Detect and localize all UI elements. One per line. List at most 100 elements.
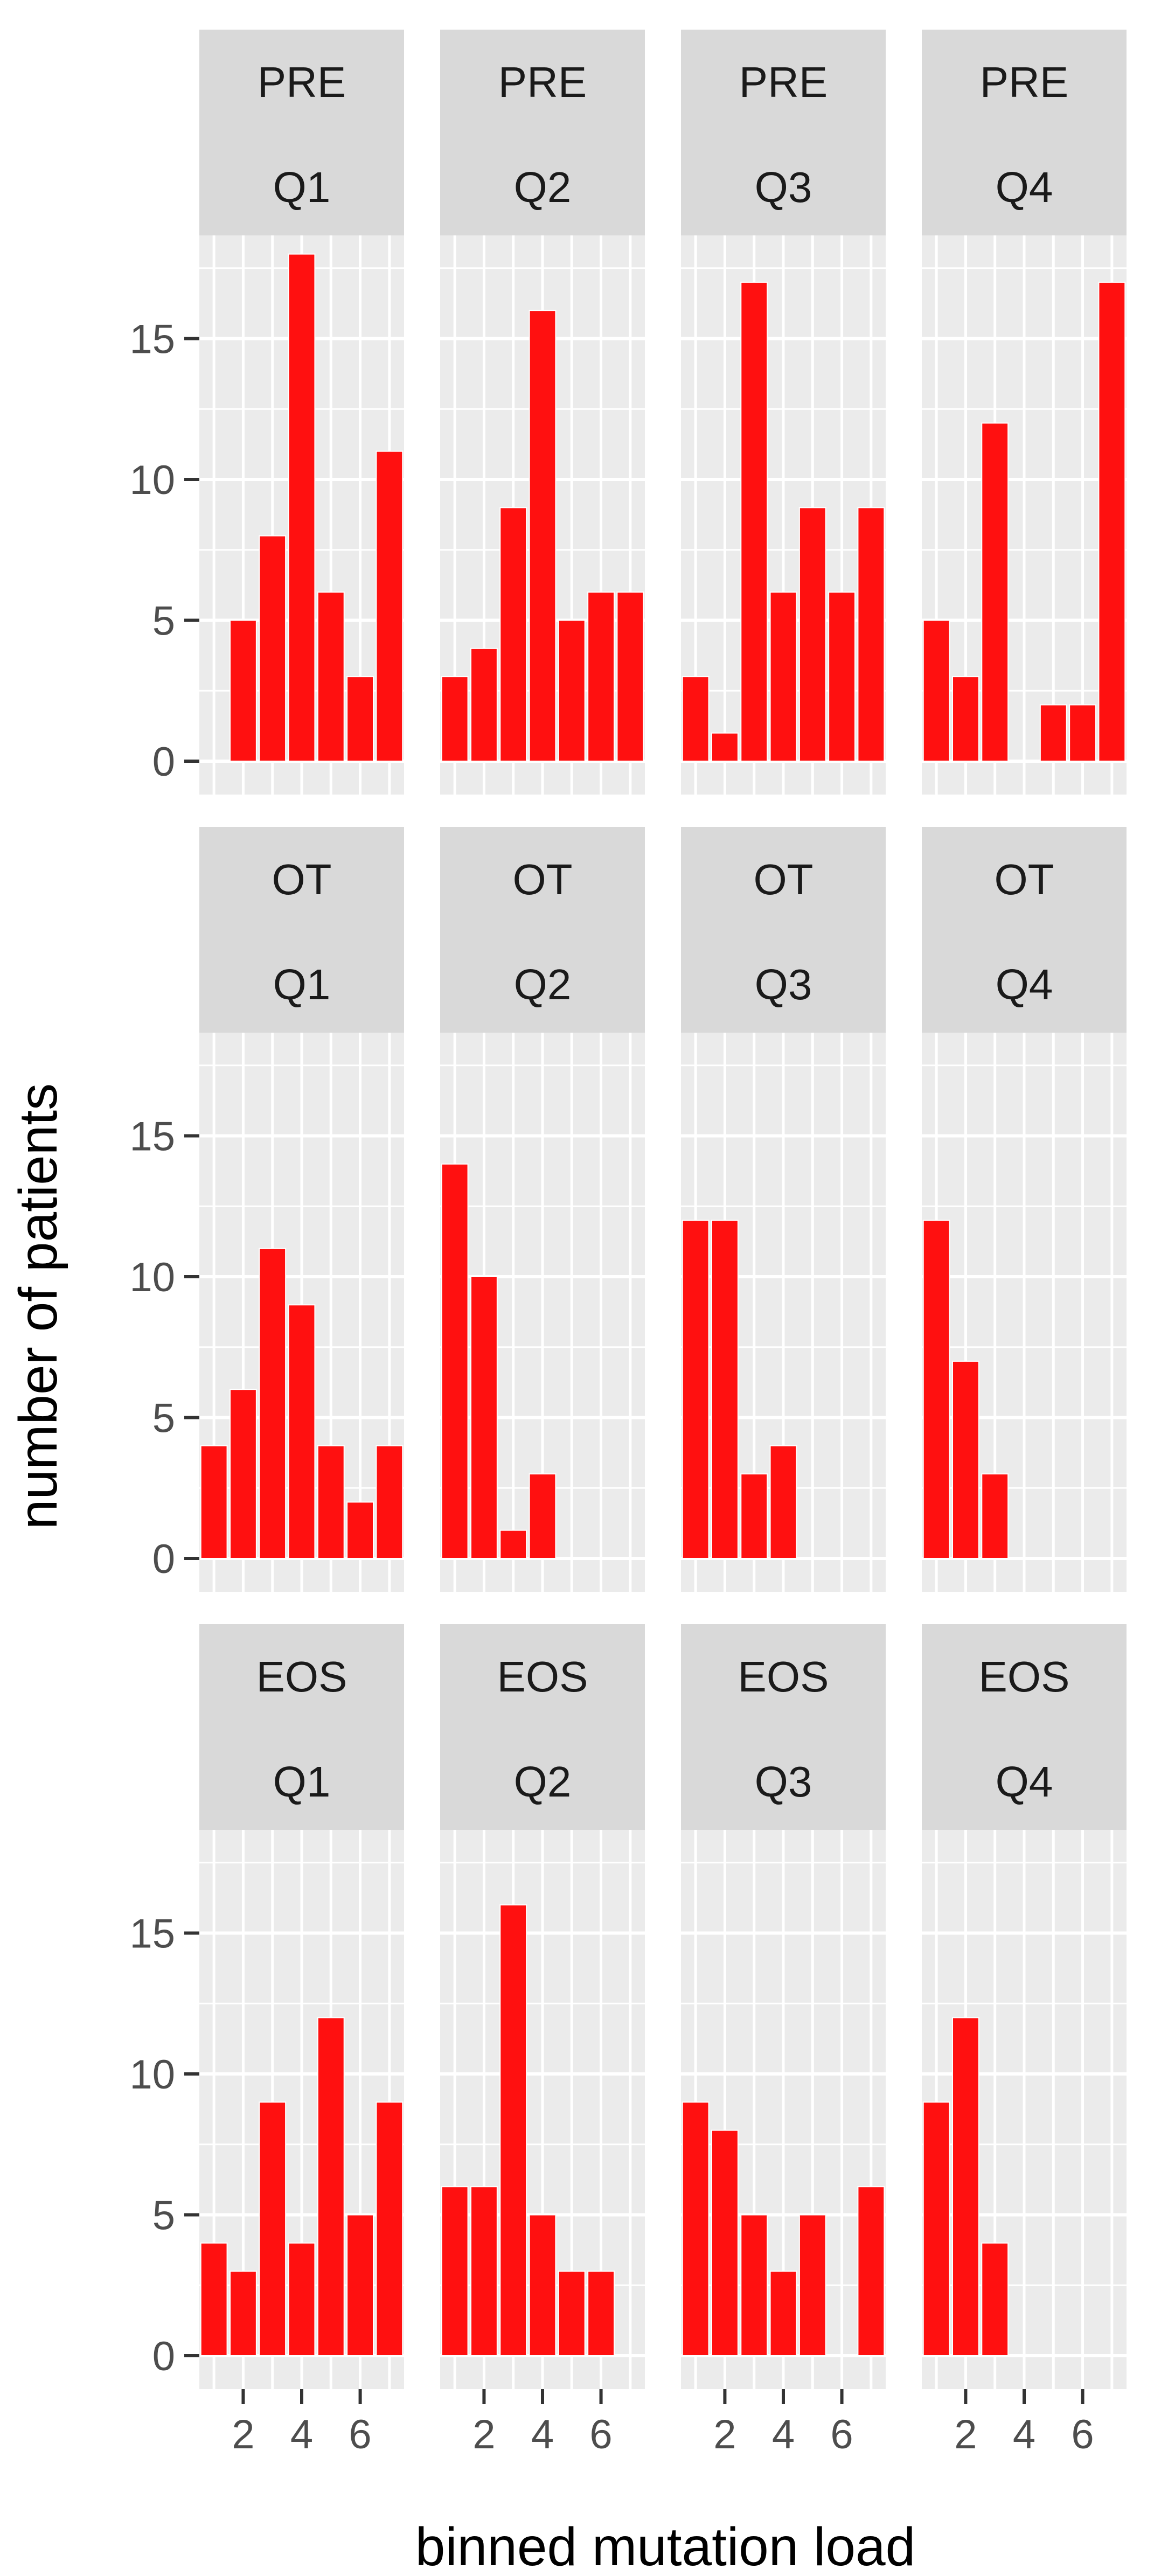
bar-pre-q2-bin-6: [587, 591, 615, 762]
bar-pre-q2-bin-3: [499, 507, 527, 762]
bar-pre-q4-bin-7: [1098, 281, 1126, 762]
strip-ot-q2: [440, 827, 645, 1033]
y-tick-label: 5: [152, 1396, 175, 1442]
strip-row-label: EOS: [497, 1653, 588, 1701]
x-tick-label: 2: [232, 2412, 254, 2457]
strip-row-label: OT: [272, 855, 331, 903]
strip-row-label: PRE: [739, 58, 828, 106]
bar-eos-q1-bin-1: [200, 2242, 228, 2356]
strip-col-label: Q3: [755, 163, 812, 211]
panel-pre-q2: PRE Q2: [440, 30, 645, 795]
x-tick-label: 2: [954, 2412, 977, 2457]
bar-ot-q2-bin-1: [441, 1163, 469, 1559]
x-tick-label: 6: [830, 2412, 853, 2457]
bar-ot-q4-bin-1: [922, 1220, 950, 1559]
bar-pre-q1-bin-2: [230, 619, 257, 762]
bar-ot-q3-bin-3: [740, 1473, 768, 1559]
bar-pre-q4-bin-5: [1039, 704, 1067, 762]
bar-ot-q4-bin-2: [952, 1360, 979, 1559]
y-axis-title: number of patients: [8, 1083, 68, 1529]
bar-ot-q3-bin-4: [769, 1445, 797, 1559]
x-axis-title: binned mutation load: [415, 2517, 915, 2573]
bar-ot-q4-bin-3: [981, 1473, 1009, 1559]
x-tick-label: 6: [1071, 2412, 1094, 2457]
strip-row-label: EOS: [979, 1653, 1070, 1701]
bar-pre-q4-bin-6: [1069, 704, 1096, 762]
bar-eos-q2-bin-2: [470, 2186, 498, 2356]
bar-pre-q3-bin-1: [682, 676, 710, 762]
bar-pre-q3-bin-3: [740, 281, 768, 762]
bar-pre-q1-bin-5: [317, 591, 345, 762]
panel-eos-q2: EOS Q2: [440, 1624, 645, 2389]
strip-pre-q4: [922, 30, 1127, 235]
strip-row-label: PRE: [980, 58, 1069, 106]
bar-pre-q2-bin-4: [529, 310, 557, 762]
y-tick-label: 5: [152, 598, 175, 644]
strip-row-label: OT: [753, 855, 813, 903]
panel-eos-q4: EOS Q4: [922, 1624, 1127, 2389]
strip-col-label: Q2: [514, 1758, 572, 1806]
y-tick-label: 10: [129, 2052, 175, 2098]
x-tick-label: 4: [531, 2412, 554, 2457]
strip-eos-q1: [199, 1624, 404, 1830]
bar-pre-q3-bin-6: [828, 591, 856, 762]
bar-pre-q1-bin-7: [376, 450, 404, 762]
strip-row-label: EOS: [256, 1653, 347, 1701]
bar-ot-q3-bin-1: [682, 1220, 710, 1559]
bar-eos-q3-bin-3: [740, 2214, 768, 2356]
y-axis: 0 5 10 15 0 5 10 15 0 5 10 15: [129, 317, 199, 2379]
bar-pre-q2-bin-2: [470, 648, 498, 762]
bar-eos-q3-bin-2: [711, 2129, 739, 2357]
x-tick-label: 4: [772, 2412, 795, 2457]
x-tick-label: 4: [1013, 2412, 1035, 2457]
bar-eos-q2-bin-5: [558, 2271, 586, 2357]
bar-eos-q1-bin-7: [376, 2101, 404, 2357]
strip-pre-q2: [440, 30, 645, 235]
panel-pre-q3: PRE Q3: [681, 30, 886, 795]
bar-eos-q2-bin-1: [441, 2186, 469, 2356]
bar-eos-q3-bin-5: [798, 2214, 826, 2356]
bar-pre-q3-bin-7: [857, 507, 885, 762]
strip-row-label: OT: [512, 855, 572, 903]
bar-pre-q3-bin-5: [798, 507, 826, 762]
y-tick-label: 15: [129, 1114, 175, 1160]
bar-eos-q1-bin-2: [230, 2271, 257, 2357]
bar-ot-q1-bin-3: [259, 1248, 287, 1559]
bar-pre-q3-bin-2: [711, 732, 739, 762]
bar-pre-q3-bin-4: [769, 591, 797, 762]
bar-eos-q4-bin-1: [922, 2101, 950, 2357]
bar-eos-q2-bin-4: [529, 2214, 557, 2356]
strip-col-label: Q2: [514, 163, 572, 211]
strip-col-label: Q4: [996, 163, 1053, 211]
bar-pre-q2-bin-1: [441, 676, 469, 762]
strip-eos-q3: [681, 1624, 886, 1830]
bar-ot-q1-bin-2: [230, 1389, 257, 1559]
strip-pre-q1: [199, 30, 404, 235]
panel-eos-q1: EOS Q1: [199, 1624, 404, 2389]
strip-col-label: Q4: [996, 960, 1053, 1008]
panel-ot-q2: OT Q2: [440, 827, 645, 1592]
y-tick-label: 0: [152, 1536, 175, 1582]
x-tick-label: 2: [713, 2412, 736, 2457]
panel-pre-q1: PRE Q1: [199, 30, 404, 795]
panel-ot-q4: OT Q4: [922, 827, 1127, 1592]
bar-eos-q1-bin-5: [317, 2017, 345, 2356]
facet-panels: PRE Q1 PRE Q2 PRE Q3 PRE Q4 OT Q1 OT Q2 OT Q3 OT Q4 EOS Q…: [199, 30, 1127, 2389]
y-tick-label: 10: [129, 457, 175, 503]
bar-ot-q2-bin-4: [529, 1473, 557, 1559]
strip-col-label: Q4: [996, 1758, 1053, 1806]
bar-ot-q1-bin-5: [317, 1445, 345, 1559]
bar-eos-q1-bin-4: [288, 2242, 316, 2356]
strip-row-label: PRE: [258, 58, 346, 106]
x-tick-label: 6: [349, 2412, 371, 2457]
bar-ot-q2-bin-2: [470, 1276, 498, 1559]
bar-ot-q3-bin-2: [711, 1220, 739, 1559]
strip-col-label: Q2: [514, 960, 572, 1008]
bar-ot-q1-bin-6: [346, 1501, 374, 1559]
bar-pre-q2-bin-5: [558, 619, 586, 762]
bar-eos-q1-bin-6: [346, 2214, 374, 2356]
strip-col-label: Q1: [273, 960, 331, 1008]
